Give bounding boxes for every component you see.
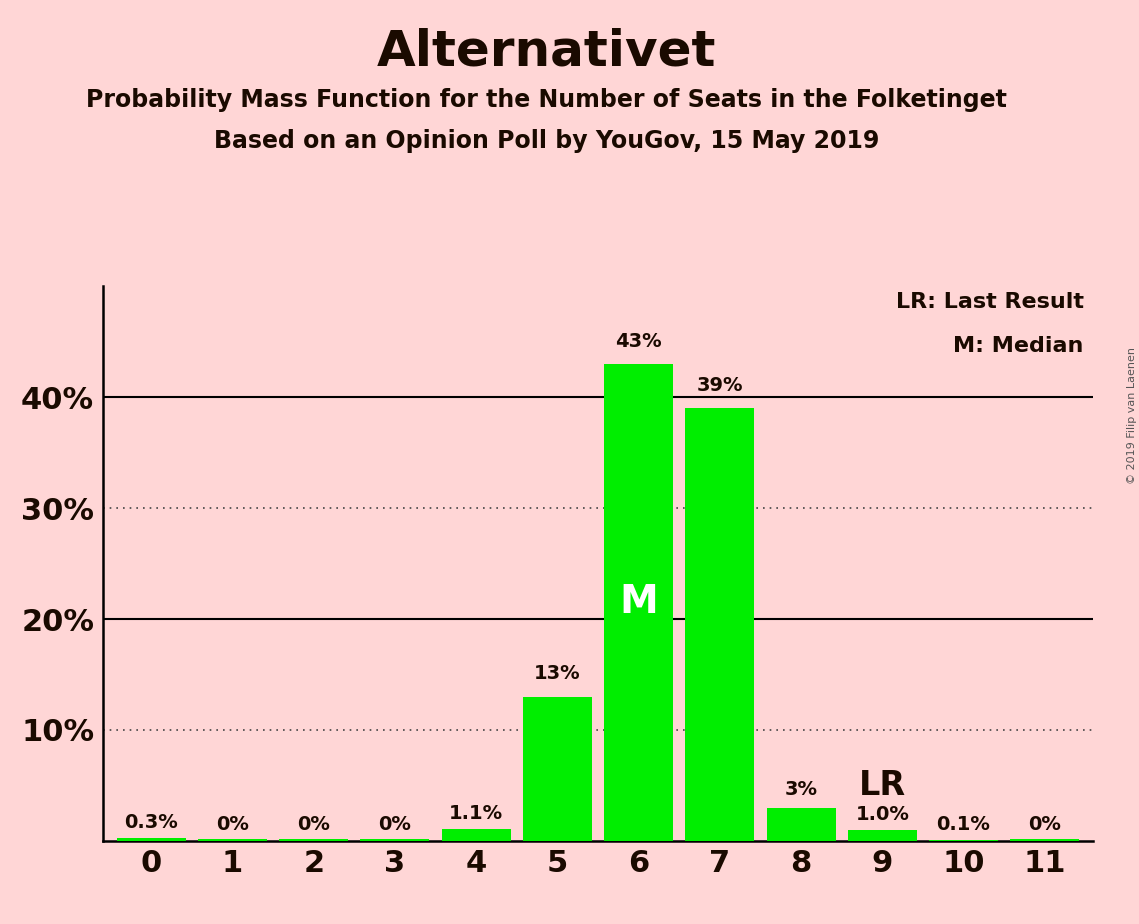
Text: M: Median: M: Median xyxy=(953,336,1083,357)
Text: LR: LR xyxy=(859,769,906,802)
Text: 0%: 0% xyxy=(378,815,411,833)
Bar xyxy=(523,697,592,841)
Text: 39%: 39% xyxy=(697,376,743,395)
Bar xyxy=(767,808,836,841)
Text: 1.0%: 1.0% xyxy=(855,805,909,824)
Text: © 2019 Filip van Laenen: © 2019 Filip van Laenen xyxy=(1126,347,1137,484)
Text: 0%: 0% xyxy=(297,815,330,833)
Bar xyxy=(442,829,510,841)
Bar xyxy=(604,364,673,841)
Text: 3%: 3% xyxy=(785,780,818,798)
Text: 0%: 0% xyxy=(1029,815,1062,833)
Text: 13%: 13% xyxy=(534,664,581,684)
Text: 0.3%: 0.3% xyxy=(124,813,178,832)
Bar xyxy=(847,830,917,841)
Bar xyxy=(686,408,754,841)
Bar xyxy=(116,837,186,841)
Bar xyxy=(929,840,998,841)
Text: 0.1%: 0.1% xyxy=(936,815,991,834)
Text: LR: Last Result: LR: Last Result xyxy=(895,292,1083,312)
Bar xyxy=(279,839,349,841)
Text: 43%: 43% xyxy=(615,332,662,351)
Bar xyxy=(360,839,429,841)
Bar xyxy=(1010,839,1080,841)
Text: M: M xyxy=(620,583,658,622)
Text: Probability Mass Function for the Number of Seats in the Folketinget: Probability Mass Function for the Number… xyxy=(87,88,1007,112)
Text: Based on an Opinion Poll by YouGov, 15 May 2019: Based on an Opinion Poll by YouGov, 15 M… xyxy=(214,129,879,153)
Text: Alternativet: Alternativet xyxy=(377,28,716,76)
Text: 1.1%: 1.1% xyxy=(449,804,503,823)
Bar xyxy=(198,839,267,841)
Text: 0%: 0% xyxy=(216,815,249,833)
